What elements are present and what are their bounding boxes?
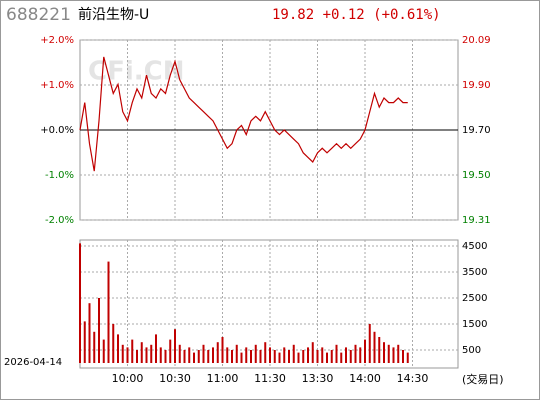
volume-bar bbox=[117, 334, 119, 363]
volume-bar bbox=[183, 349, 186, 363]
volume-bar bbox=[378, 336, 381, 363]
volume-bar bbox=[345, 347, 347, 363]
volume-bar bbox=[273, 349, 276, 363]
volume-bar bbox=[321, 347, 324, 363]
x-tick-label: 11:00 bbox=[207, 372, 239, 385]
y-tick-label: 4500 bbox=[462, 241, 487, 252]
volume-bar bbox=[397, 344, 400, 363]
quote: 19.82 +0.12 (+0.61%) bbox=[272, 7, 441, 23]
price-line bbox=[79, 56, 408, 172]
volume-bar bbox=[83, 321, 86, 363]
volume-bar bbox=[359, 347, 362, 363]
volume-bar bbox=[231, 349, 233, 363]
y-tick-label: -1.0% bbox=[45, 170, 74, 181]
y-tick-label: +0.0% bbox=[40, 125, 74, 136]
volume-bar bbox=[169, 339, 172, 363]
volume-bar bbox=[131, 339, 134, 363]
volume-bar bbox=[145, 347, 148, 363]
volume-bar bbox=[340, 352, 343, 363]
volume-bar bbox=[269, 347, 271, 363]
volume-bar bbox=[207, 349, 210, 363]
volume-bar bbox=[373, 331, 376, 363]
volume-bar bbox=[140, 342, 143, 363]
volume-bar bbox=[178, 344, 181, 363]
y2-tick-label: 19.90 bbox=[462, 80, 491, 91]
volume-bar bbox=[330, 349, 333, 363]
y-tick-label: -2.0% bbox=[45, 215, 74, 226]
volume-bar bbox=[202, 344, 205, 363]
volume-bar bbox=[164, 349, 167, 363]
volume-bar bbox=[349, 349, 352, 363]
x-tick-label: 10:30 bbox=[159, 372, 191, 385]
volume-bar bbox=[174, 329, 176, 363]
volume-bar bbox=[288, 349, 290, 363]
volume-bar bbox=[283, 347, 286, 363]
x-tick-label: 14:00 bbox=[349, 372, 381, 385]
volume-bar bbox=[98, 297, 100, 363]
volume-bar bbox=[278, 352, 281, 363]
x-note: (交易日) bbox=[462, 372, 504, 386]
volume-bar bbox=[93, 331, 96, 363]
volume-bar bbox=[188, 347, 191, 363]
y-tick-label: 1500 bbox=[462, 319, 487, 330]
y-tick-label: +1.0% bbox=[40, 80, 74, 91]
volume-bar bbox=[292, 344, 295, 363]
volume-bar bbox=[259, 349, 262, 363]
y-tick-label: 500 bbox=[462, 345, 481, 356]
x-tick-label: 14:30 bbox=[397, 372, 429, 385]
volume-bar bbox=[392, 347, 395, 363]
volume-bar bbox=[102, 339, 105, 363]
volume-bar bbox=[79, 243, 81, 363]
volume-bar bbox=[307, 347, 309, 363]
volume-bar bbox=[316, 349, 319, 363]
y-tick-label: 2500 bbox=[462, 293, 487, 304]
volume-bar bbox=[406, 352, 409, 363]
y2-tick-label: 19.31 bbox=[462, 215, 491, 226]
volume-bar bbox=[402, 349, 404, 363]
x-tick-label: 10:00 bbox=[112, 372, 144, 385]
volume-bar bbox=[159, 347, 162, 363]
stock-code: 688221 bbox=[6, 5, 71, 25]
volume-bar bbox=[155, 334, 157, 363]
volume-bar bbox=[212, 347, 214, 363]
volume-bar bbox=[368, 323, 371, 363]
volume-bar bbox=[121, 344, 124, 363]
y-tick-label: +2.0% bbox=[40, 35, 74, 46]
y2-tick-label: 19.50 bbox=[462, 170, 491, 181]
y2-tick-label: 19.70 bbox=[462, 125, 491, 136]
volume-bar bbox=[235, 344, 238, 363]
volume-bar bbox=[311, 342, 314, 363]
volume-bar bbox=[226, 347, 229, 363]
volume-bar bbox=[150, 344, 153, 363]
volume-bar bbox=[387, 344, 390, 363]
x-tick-label: 11:30 bbox=[254, 372, 286, 385]
volume-bar bbox=[250, 349, 252, 363]
volume-bar bbox=[354, 344, 357, 363]
volume-bar bbox=[297, 352, 300, 363]
volume-bar bbox=[193, 352, 195, 363]
volume-bar bbox=[364, 339, 366, 363]
y-tick-label: 3500 bbox=[462, 267, 487, 278]
volume-bar bbox=[221, 336, 224, 363]
volume-bar bbox=[335, 344, 338, 363]
volume-bar bbox=[240, 352, 243, 363]
volume-bar bbox=[245, 347, 248, 363]
volume-bar bbox=[107, 261, 110, 363]
volume-bar bbox=[112, 323, 115, 363]
volume-bar bbox=[383, 342, 385, 363]
volume-bar bbox=[326, 352, 328, 363]
volume-bar bbox=[136, 349, 138, 363]
volume-bar bbox=[197, 349, 200, 363]
volume-bar bbox=[302, 349, 305, 363]
volume-bar bbox=[254, 344, 257, 363]
volume-bar bbox=[264, 342, 267, 363]
y2-tick-label: 20.09 bbox=[462, 35, 491, 46]
volume-bar bbox=[88, 303, 91, 363]
volume-bar bbox=[216, 342, 219, 363]
x-tick-label: 13:30 bbox=[302, 372, 334, 385]
date: 2026-04-14 bbox=[4, 357, 62, 368]
volume-bar bbox=[126, 347, 129, 363]
stock-name: 前沿生物-U bbox=[78, 6, 149, 23]
